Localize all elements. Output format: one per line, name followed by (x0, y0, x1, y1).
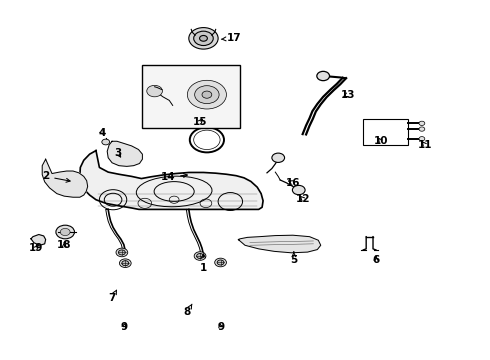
Text: 9: 9 (120, 322, 127, 332)
Circle shape (419, 136, 425, 141)
Text: 15: 15 (193, 117, 207, 127)
Text: 13: 13 (341, 90, 355, 100)
Circle shape (194, 31, 213, 45)
Text: 6: 6 (372, 255, 380, 265)
Text: 10: 10 (373, 136, 388, 146)
Circle shape (116, 248, 128, 257)
Circle shape (195, 86, 219, 104)
Text: 18: 18 (57, 240, 72, 250)
Circle shape (317, 71, 330, 81)
Text: 19: 19 (29, 243, 43, 253)
Text: 17: 17 (221, 33, 242, 43)
Text: 12: 12 (295, 194, 310, 204)
Circle shape (202, 91, 212, 98)
Text: 11: 11 (417, 140, 432, 150)
Circle shape (419, 121, 425, 126)
Polygon shape (238, 235, 321, 253)
Polygon shape (42, 159, 88, 197)
Circle shape (102, 139, 110, 145)
Circle shape (122, 261, 129, 266)
Bar (363, 119, 408, 145)
Circle shape (56, 225, 74, 239)
Text: 16: 16 (286, 178, 300, 188)
Bar (143, 65, 240, 128)
Text: 5: 5 (290, 252, 297, 265)
Text: 9: 9 (217, 322, 224, 332)
Circle shape (215, 258, 226, 267)
Polygon shape (107, 141, 143, 166)
Text: 4: 4 (98, 128, 106, 138)
Circle shape (419, 127, 425, 131)
Text: 3: 3 (114, 148, 122, 158)
Circle shape (272, 153, 285, 162)
Text: 1: 1 (200, 254, 207, 273)
Text: 14: 14 (161, 172, 187, 182)
Circle shape (217, 260, 224, 265)
Polygon shape (31, 234, 46, 245)
Polygon shape (80, 150, 263, 210)
Circle shape (119, 250, 125, 255)
Circle shape (196, 253, 203, 258)
Circle shape (187, 80, 226, 109)
Circle shape (147, 85, 162, 97)
Circle shape (60, 228, 70, 235)
Circle shape (120, 259, 131, 267)
Text: 8: 8 (184, 304, 192, 317)
Text: 2: 2 (42, 171, 70, 182)
Text: 7: 7 (108, 290, 117, 303)
Circle shape (199, 36, 207, 41)
Circle shape (293, 185, 305, 195)
Circle shape (189, 28, 218, 49)
Circle shape (194, 252, 206, 260)
